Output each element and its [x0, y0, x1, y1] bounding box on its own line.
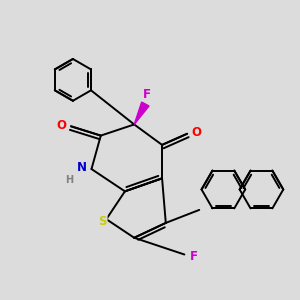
Text: O: O [57, 119, 67, 132]
Polygon shape [134, 102, 149, 124]
Text: H: H [65, 175, 73, 185]
Text: O: O [191, 126, 201, 139]
Text: F: F [190, 250, 198, 263]
Text: N: N [77, 161, 87, 174]
Text: F: F [143, 88, 151, 101]
Text: S: S [98, 214, 107, 228]
